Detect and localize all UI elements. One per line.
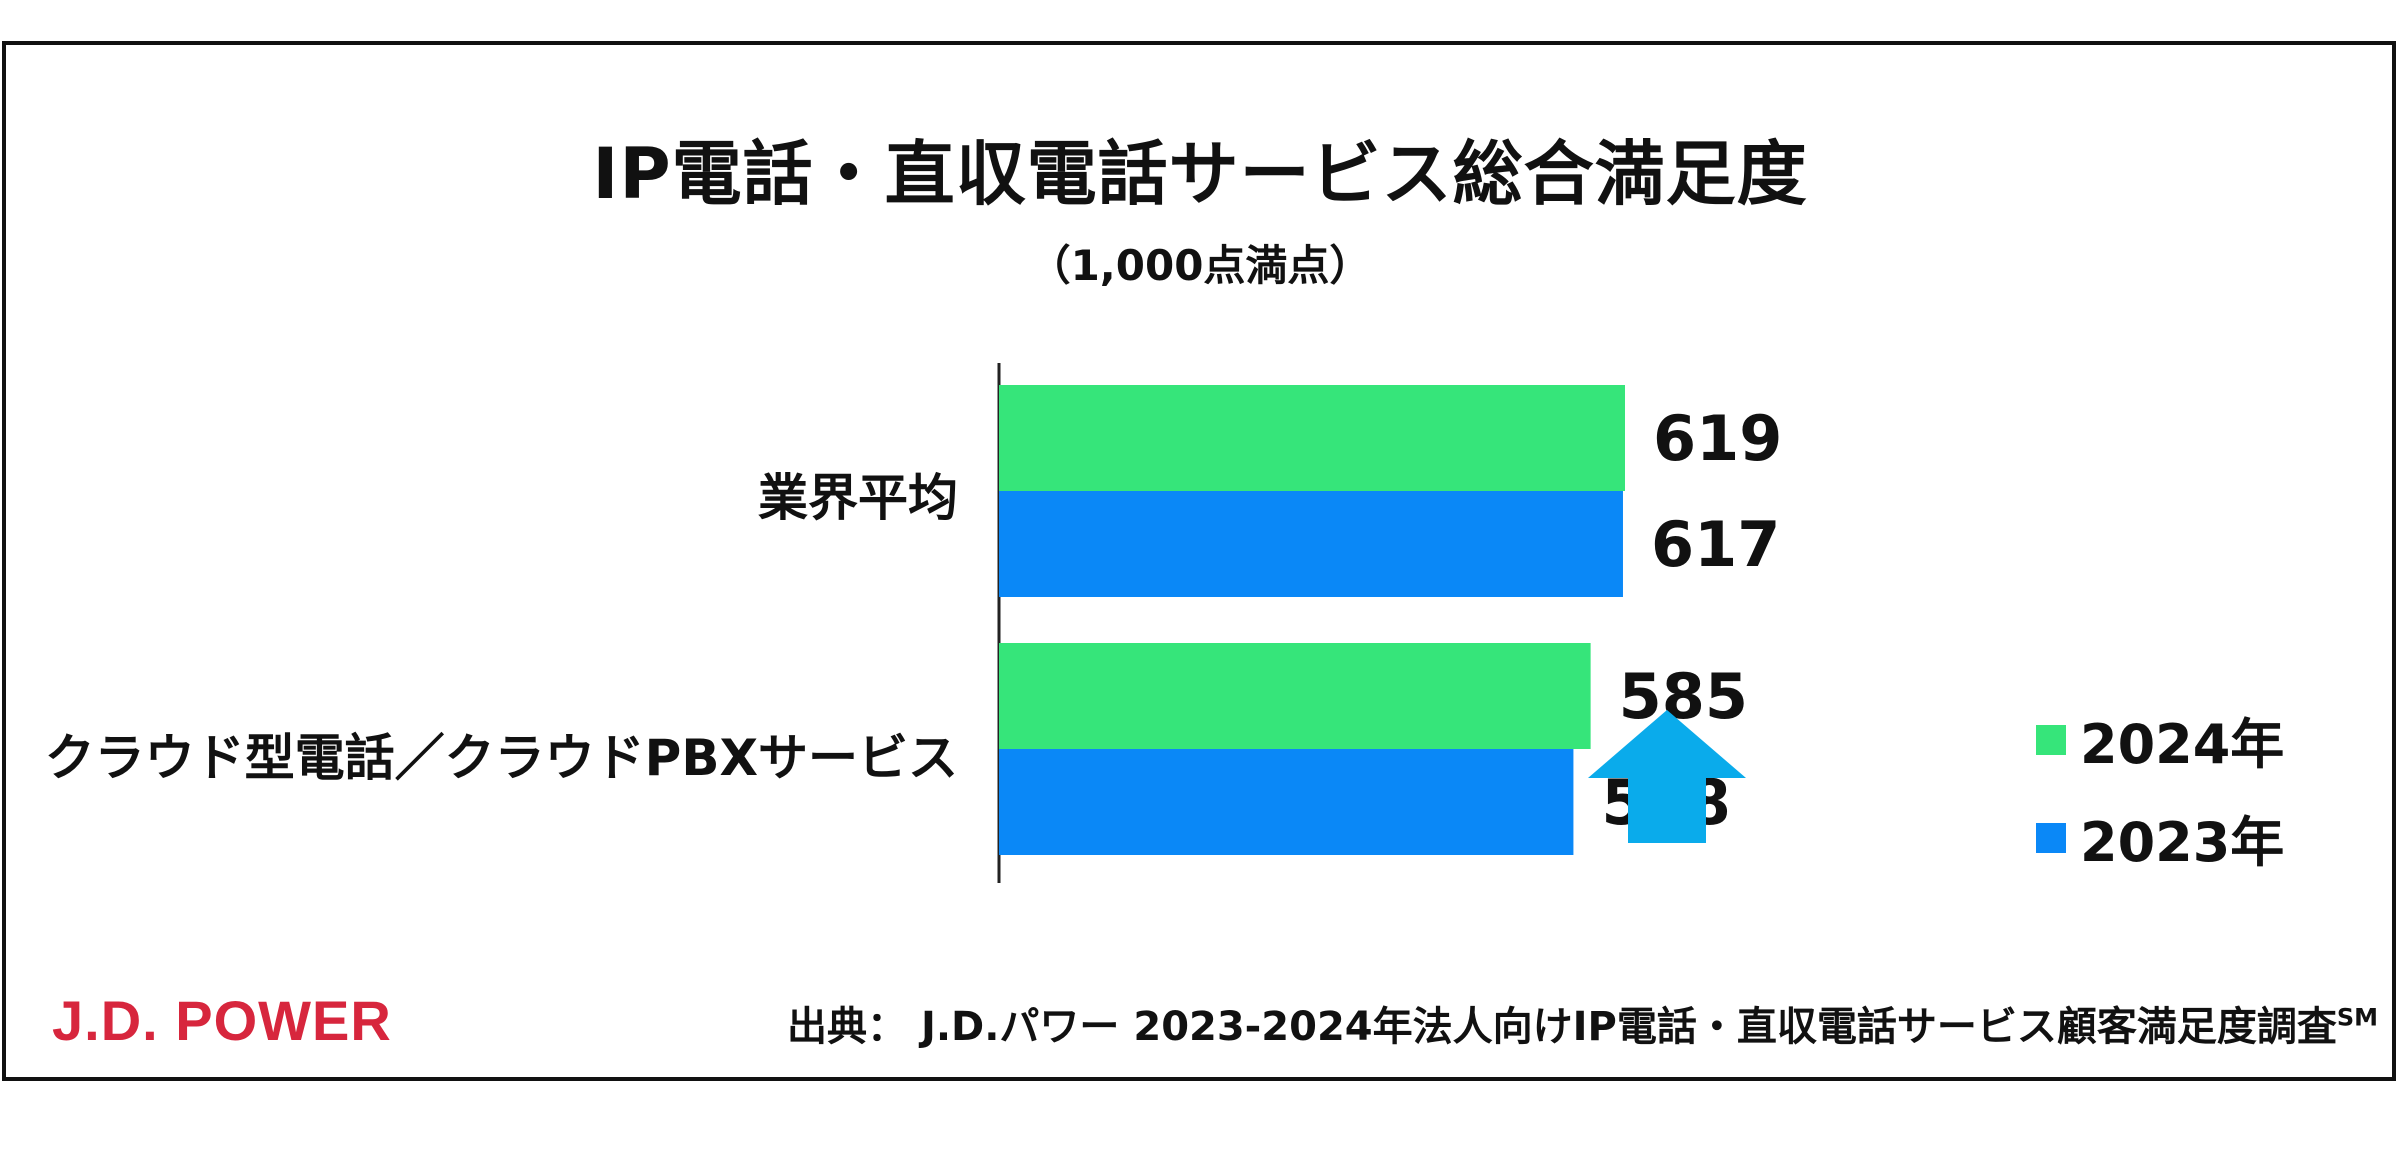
legend-label-2023: 2023年 [2080, 811, 2285, 874]
legend-label-2024: 2024年 [2080, 713, 2285, 776]
chart-frame [2, 41, 2396, 1081]
source-text: 出典： J.D.パワー 2023-2024年法人向けIP電話・直収電話サービス顧… [787, 1004, 2337, 1050]
bar-2023-cat0 [999, 491, 1623, 597]
data-label-2024-cat1: 585 [1619, 660, 1748, 733]
legend-swatch-2024 [2036, 724, 2066, 755]
bar-2023-cat1 [999, 749, 1574, 855]
up-arrow-icon [1588, 710, 1746, 843]
bar-2024-cat1 [999, 643, 1591, 749]
category-label-cloud-pbx: クラウド型電話／クラウドPBXサービス [44, 729, 958, 787]
data-label-2023-cat0: 617 [1651, 508, 1780, 581]
service-mark: SM [2336, 1003, 2378, 1032]
data-label-2024-cat0: 619 [1653, 402, 1782, 475]
category-label-industry-average: 業界平均 [758, 469, 958, 527]
legend-swatch-2023 [2036, 822, 2066, 853]
chart-subtitle: （1,000点満点） [1028, 241, 1372, 290]
jd-power-logo: J.D. POWER [52, 989, 392, 1052]
bar-2024-cat0 [999, 385, 1625, 491]
legend-item-2024: 2024年 [2036, 700, 2284, 779]
legend-item-2023: 2023年 [2036, 798, 2284, 877]
chart-title: IP電話・直収電話サービス総合満足度 [592, 133, 1808, 215]
source-note: 出典： J.D.パワー 2023-2024年法人向けIP電話・直収電話サービス顧… [787, 994, 2378, 1052]
